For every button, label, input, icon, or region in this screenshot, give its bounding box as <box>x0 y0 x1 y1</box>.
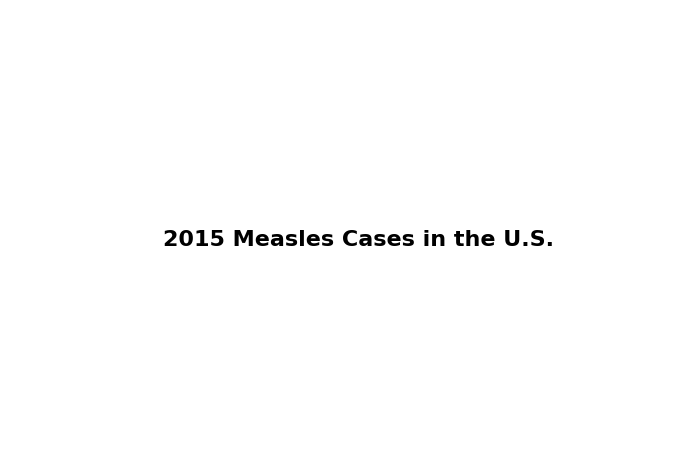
Text: 2015 Measles Cases in the U.S.: 2015 Measles Cases in the U.S. <box>163 230 554 250</box>
